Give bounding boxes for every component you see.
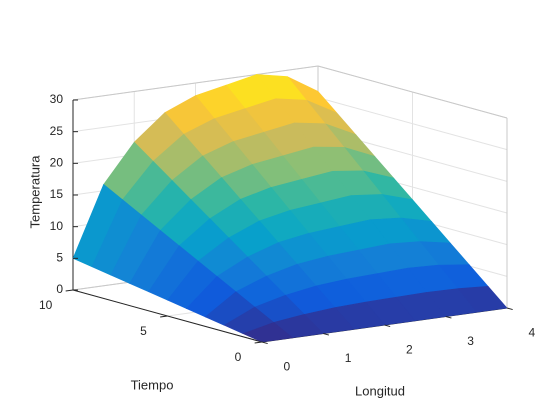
x-tick	[506, 307, 513, 311]
x-tick-label: 2	[406, 342, 413, 356]
x-tick-label: 0	[284, 359, 291, 373]
box-edge	[317, 65, 508, 119]
y-axis-label: Tiempo	[131, 377, 174, 392]
z-tick-label: 20	[50, 156, 64, 170]
x-tick-label: 1	[345, 351, 352, 365]
z-tick-label: 30	[50, 92, 64, 106]
z-tick-label: 10	[50, 219, 64, 233]
x-tick	[261, 341, 268, 345]
grid-line	[317, 97, 508, 151]
y-tick	[254, 341, 263, 344]
y-tick-label: 5	[140, 324, 147, 338]
y-tick-label: 0	[235, 350, 242, 364]
z-axis-label: Temperatura	[27, 155, 42, 229]
z-tick-label: 5	[56, 251, 63, 265]
x-tick	[323, 333, 330, 336]
x-axis-label: Longitud	[355, 383, 405, 398]
z-tick-label: 0	[56, 282, 63, 296]
x-tick-label: 4	[529, 325, 536, 339]
z-tick-label: 25	[50, 124, 64, 138]
y-tick-label: 10	[39, 298, 53, 312]
box-edge	[72, 65, 319, 101]
x-tick	[384, 324, 391, 328]
x-tick	[445, 316, 452, 319]
y-tick	[65, 289, 74, 292]
surface-cell	[242, 322, 294, 343]
y-tick	[160, 315, 168, 318]
z-tick-label: 15	[50, 187, 64, 201]
x-tick-label: 3	[467, 334, 474, 348]
